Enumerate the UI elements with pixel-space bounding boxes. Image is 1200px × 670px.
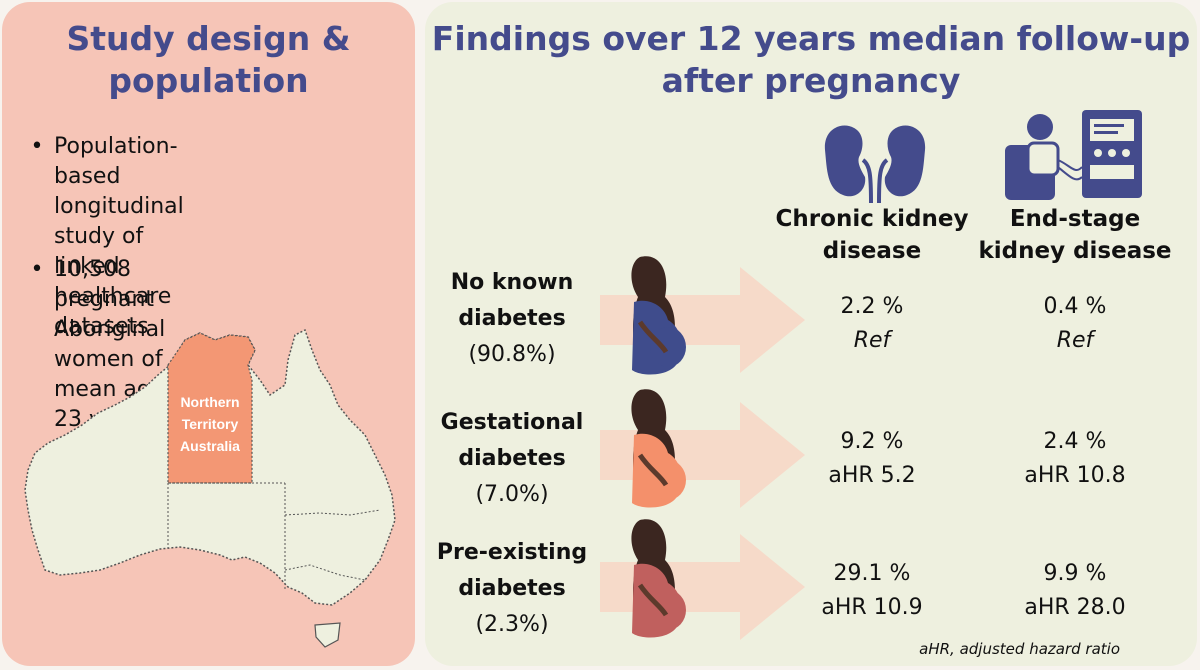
pregnant-woman-icon: [631, 519, 686, 638]
cell-eskd-no-diabetes: 0.4 % Ref: [985, 290, 1165, 358]
bullet-text: healthcare datasets: [54, 284, 172, 339]
cell-eskd-gestational: 2.4 % aHR 10.8: [985, 425, 1165, 493]
column-header-ckd: Chronic kidney disease: [772, 203, 972, 267]
cell-eskd-pre-existing: 9.9 % aHR 28.0: [985, 557, 1165, 625]
cell-percent: 9.2 %: [840, 429, 904, 454]
row-label-line: Gestational: [440, 410, 584, 435]
cell-percent: 2.2 %: [840, 294, 904, 319]
cell-percent: 2.4 %: [1043, 429, 1107, 454]
title-line: Study design &: [66, 19, 351, 58]
state-border: [284, 564, 366, 581]
cell-percent: 0.4 %: [1043, 294, 1107, 319]
findings-panel: [425, 2, 1197, 666]
title-line: population: [108, 61, 309, 100]
row-label-percent: (2.3%): [475, 612, 549, 637]
arrow-shape: [600, 534, 805, 640]
cell-hr: aHR 5.2: [828, 463, 916, 488]
row-label-line: diabetes: [458, 306, 566, 331]
cell-hr: aHR 28.0: [1024, 595, 1126, 620]
cell-ckd-pre-existing: 29.1 % aHR 10.9: [782, 557, 962, 625]
arrow-shape: [600, 267, 805, 373]
state-border: [284, 509, 381, 516]
study-design-title: Study design & population: [2, 18, 415, 102]
title-line: after pregnancy: [661, 61, 961, 100]
findings-title: Findings over 12 years median follow-up …: [425, 18, 1197, 102]
kidney-icon: [824, 125, 926, 204]
map-label-line: Australia: [180, 438, 240, 454]
bullet-dot: •: [30, 257, 44, 282]
tasmania: [314, 622, 341, 648]
title-line: Findings over 12 years median follow-up: [431, 19, 1191, 58]
row-label-gestational: Gestational diabetes (7.0%): [427, 405, 597, 513]
column-header-line: kidney disease: [978, 238, 1172, 264]
map-label-line: Northern: [180, 394, 239, 410]
row-label-pre-existing: Pre-existing diabetes (2.3%): [427, 535, 597, 643]
australia-map: Northern Territory Australia: [24, 328, 396, 648]
row-label-line: diabetes: [458, 576, 566, 601]
map-label-line: Territory: [182, 416, 239, 432]
cell-ckd-no-diabetes: 2.2 % Ref: [782, 290, 962, 358]
cell-percent: 9.9 %: [1043, 561, 1107, 586]
pregnant-woman-icon: [631, 256, 686, 375]
dialysis-icon: [1005, 110, 1142, 200]
cell-hr: aHR 10.9: [821, 595, 923, 620]
footnote: aHR, adjusted hazard ratio: [919, 640, 1120, 658]
cell-ckd-gestational: 9.2 % aHR 5.2: [782, 425, 962, 493]
bullet-text: longitudinal study of linked: [54, 194, 184, 279]
column-header-eskd: End-stage kidney disease: [975, 203, 1175, 267]
bullet-dot: •: [30, 134, 44, 159]
row-label-line: No known: [450, 270, 574, 295]
column-header-line: Chronic kidney: [775, 206, 969, 232]
row-label-percent: (90.8%): [468, 342, 556, 367]
arrow-shape: [600, 402, 805, 508]
bullet-text: 10,508 pregnant Aboriginal: [54, 257, 166, 342]
pregnant-woman-icon: [631, 389, 686, 508]
cell-hr: Ref: [853, 328, 891, 353]
cell-hr: aHR 10.8: [1024, 463, 1126, 488]
row-label-no-diabetes: No known diabetes (90.8%): [427, 265, 597, 373]
row-label-line: diabetes: [458, 446, 566, 471]
row-label-line: Pre-existing: [436, 540, 588, 565]
column-header-line: disease: [822, 238, 922, 264]
cell-hr: Ref: [1056, 328, 1094, 353]
row-label-percent: (7.0%): [475, 482, 549, 507]
bullet-text: Population-based: [54, 134, 178, 189]
cell-percent: 29.1 %: [833, 561, 911, 586]
column-header-line: End-stage: [1009, 206, 1141, 232]
